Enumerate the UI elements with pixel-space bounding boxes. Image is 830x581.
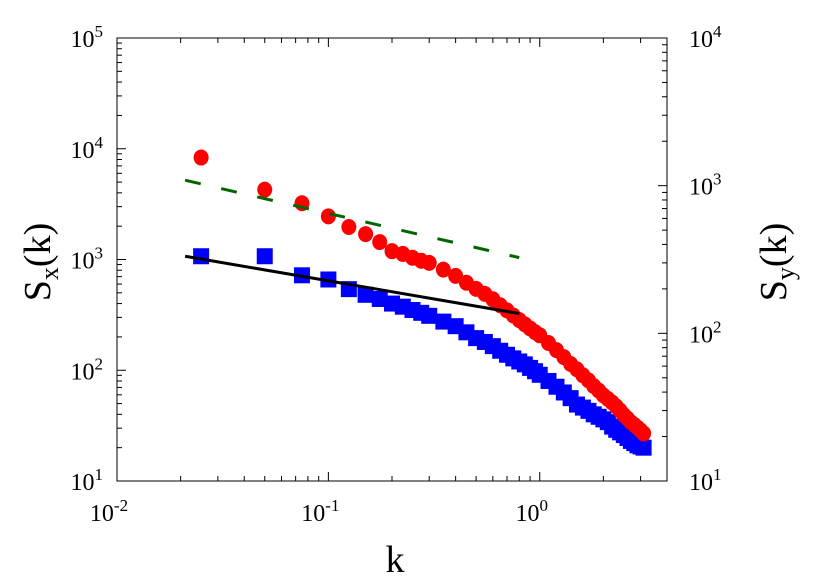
data-point-square — [421, 307, 438, 324]
y-tick-label-left: 105 — [71, 22, 104, 53]
data-point-square — [357, 286, 374, 303]
y-tick-label-left: 102 — [71, 354, 104, 385]
x-tick-label: 10-2 — [90, 496, 128, 527]
fit-line-solid — [184, 254, 520, 316]
data-point-circle — [193, 149, 209, 166]
fit-line-dashed — [184, 178, 520, 260]
y-tick-label-right: 103 — [689, 170, 722, 201]
data-point-circle — [448, 267, 464, 284]
y-tick-label-right: 101 — [689, 465, 722, 496]
y-tick-label-right: 104 — [689, 22, 722, 53]
y-tick-label-left: 101 — [71, 465, 104, 496]
data-point-circle — [257, 181, 273, 198]
data-point-square — [635, 439, 652, 456]
x-tick-label: 10-1 — [301, 496, 339, 527]
data-point-circle — [435, 261, 451, 278]
y-tick-label-right: 102 — [689, 317, 722, 348]
data-point-square — [193, 248, 210, 265]
y-axis-title-right: Sy(k) — [753, 223, 800, 301]
data-point-circle — [636, 425, 652, 442]
y-tick-label-left: 103 — [71, 244, 104, 275]
y-axis-title-left: Sx(k) — [17, 223, 64, 301]
y-tick-label-left: 104 — [71, 133, 104, 164]
data-point-square — [371, 290, 388, 307]
axis-ticks — [116, 37, 668, 482]
chart-marks — [184, 149, 652, 456]
x-axis-title: k — [386, 539, 405, 581]
data-point-circle — [358, 226, 374, 243]
data-point-circle — [421, 254, 437, 271]
data-point-square — [256, 248, 273, 265]
data-point-square — [435, 313, 452, 330]
data-point-circle — [341, 218, 357, 235]
tick-labels: 10-2 10-1 100 101 102 103 104 105 101 102 103 104 — [71, 22, 723, 527]
data-point-circle — [372, 234, 388, 251]
data-point-circle — [320, 208, 336, 225]
x-tick-label: 100 — [515, 496, 548, 527]
